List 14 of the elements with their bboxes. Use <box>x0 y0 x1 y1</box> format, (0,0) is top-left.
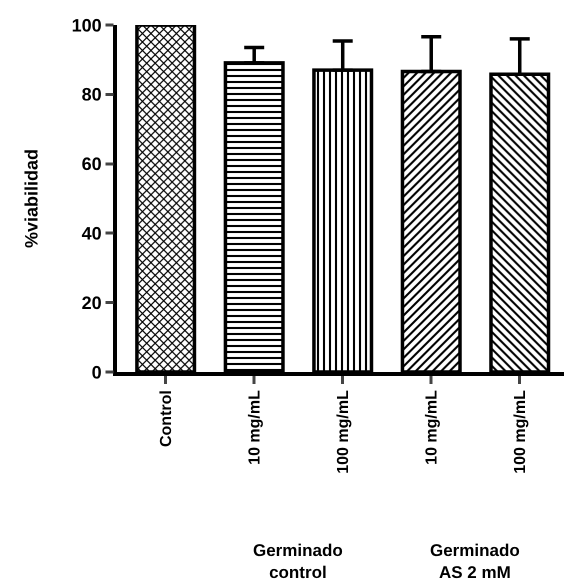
x-tick-label: 10 mg/mL <box>423 390 440 465</box>
x-tick-label: 10 mg/mL <box>246 390 264 465</box>
y-tick-label: 60 <box>82 154 102 174</box>
y-tick-label: 20 <box>82 292 102 313</box>
x-tick-label: 100 mg/mL <box>334 390 352 474</box>
y-tick-label: 40 <box>82 224 102 244</box>
text: Germinado control <box>253 541 343 582</box>
y-tick-label: 100 <box>72 15 102 36</box>
text: Germinado AS 2 mM <box>430 541 520 582</box>
x-tick-label: Control <box>158 390 175 448</box>
y-axis-title: %viabilidad <box>21 148 42 248</box>
y-tick-label: 0 <box>92 362 102 382</box>
x-tick-label: 100 mg/mL <box>512 390 529 474</box>
y-tick-label: 80 <box>82 84 102 105</box>
